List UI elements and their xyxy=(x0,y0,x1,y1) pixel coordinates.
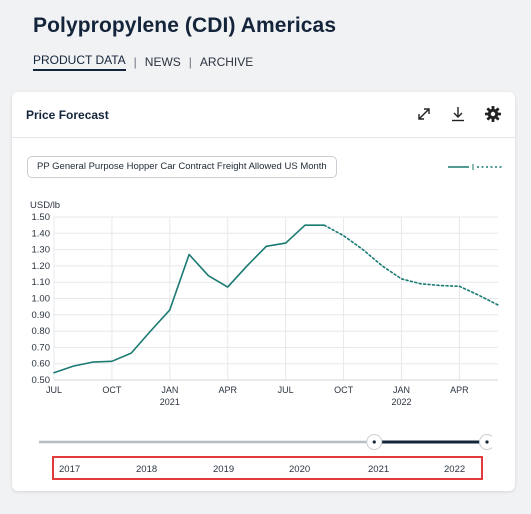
nav-separator: | xyxy=(133,55,137,69)
y-tick-label: 1.10 xyxy=(32,277,51,288)
forecast-line xyxy=(323,224,499,306)
y-tick-label: 1.00 xyxy=(32,294,51,305)
y-tick-label: 1.30 xyxy=(32,245,51,256)
x-tick-year-label: 2022 xyxy=(391,397,411,407)
slider-handle-start[interactable] xyxy=(366,434,383,450)
year-range-highlight xyxy=(52,456,483,480)
y-tick-label: 0.60 xyxy=(32,359,51,370)
slider-year-label[interactable]: 2017 xyxy=(59,464,81,475)
card-title: Price Forecast xyxy=(26,108,109,122)
x-tick-label: APR xyxy=(450,385,469,395)
y-tick-label: 0.50 xyxy=(32,375,51,386)
gear-icon[interactable] xyxy=(483,104,503,124)
expand-icon[interactable] xyxy=(414,104,434,124)
slider-year-label[interactable]: 2019 xyxy=(213,464,235,475)
time-range-slider[interactable] xyxy=(37,433,492,453)
y-axis-label: USD/lb xyxy=(30,200,60,211)
y-tick-label: 1.50 xyxy=(32,212,51,223)
slider-year-label[interactable]: 2020 xyxy=(289,464,311,475)
slider-year-label[interactable]: 2021 xyxy=(368,464,390,475)
x-tick-label: OCT xyxy=(102,385,122,395)
x-tick-year-label: 2021 xyxy=(160,397,180,407)
x-tick-label: APR xyxy=(218,385,237,395)
nav-product-data[interactable]: PRODUCT DATA xyxy=(33,53,126,71)
x-tick-label: JUL xyxy=(46,385,62,395)
y-tick-label: 0.80 xyxy=(32,326,51,337)
y-tick-label: 0.90 xyxy=(32,310,51,321)
card-header-divider xyxy=(12,137,515,138)
nav-news[interactable]: NEWS xyxy=(144,55,181,69)
actual-line xyxy=(53,224,326,374)
series-selector[interactable]: PP General Purpose Hopper Car Contract F… xyxy=(27,156,337,178)
x-tick-label: OCT xyxy=(334,385,354,395)
price-forecast-card: Price Forecast xyxy=(12,92,515,491)
y-tick-label: 1.20 xyxy=(32,261,51,272)
slider-year-label[interactable]: 2022 xyxy=(444,464,466,475)
slider-handle-end[interactable] xyxy=(479,434,493,450)
x-tick-label: JAN xyxy=(393,385,410,395)
download-icon[interactable] xyxy=(448,104,468,124)
y-tick-label: 0.70 xyxy=(32,342,51,353)
nav-separator: | xyxy=(188,55,192,69)
legend-key xyxy=(448,164,502,170)
x-tick-label: JUL xyxy=(278,385,294,395)
product-nav: PRODUCT DATA | NEWS | ARCHIVE xyxy=(33,53,253,71)
x-tick-label: JAN xyxy=(161,385,178,395)
price-chart: USD/lb 0.50 0.60 0.70 0.80 0.90 1.00 1.10 1.20 1.… xyxy=(30,200,499,407)
slider-year-label[interactable]: 2018 xyxy=(136,464,158,475)
page-title: Polypropylene (CDI) Americas xyxy=(33,14,337,37)
nav-archive[interactable]: ARCHIVE xyxy=(199,55,254,69)
y-tick-label: 1.40 xyxy=(32,228,51,239)
